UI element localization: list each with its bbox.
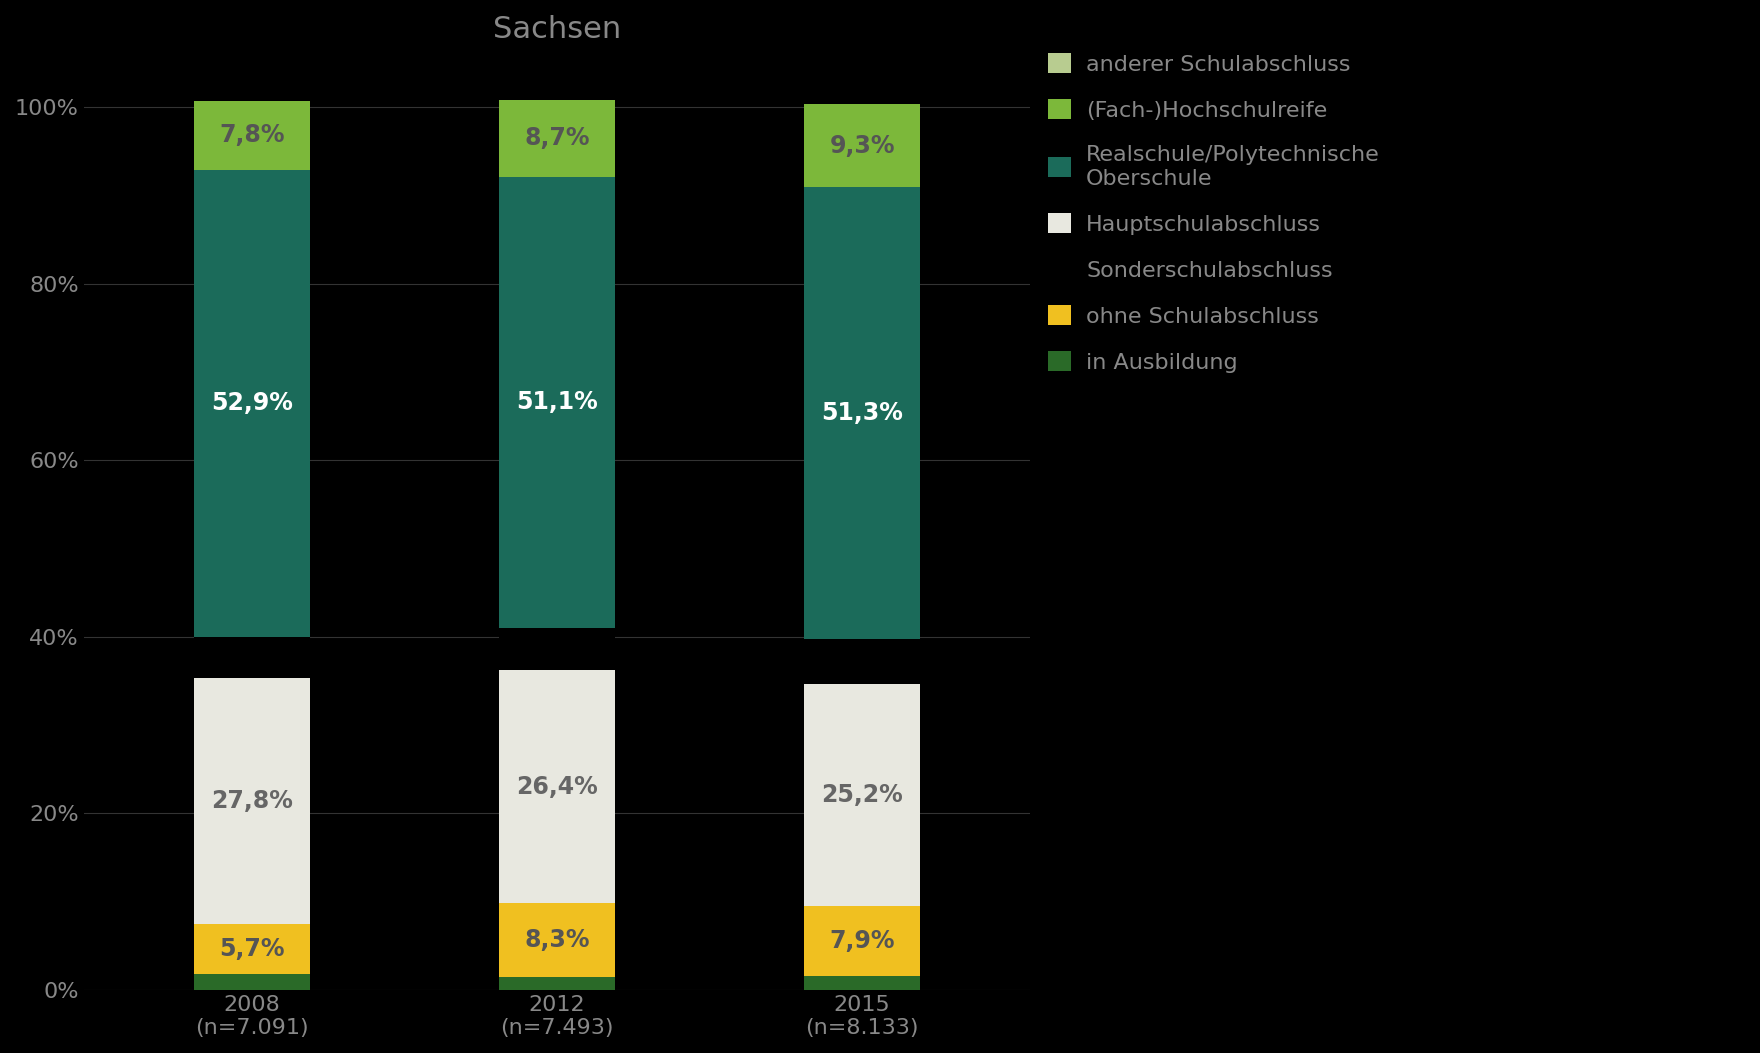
Bar — [498, 628, 614, 671]
Bar — [804, 639, 920, 683]
Bar — [194, 678, 310, 923]
Bar — [804, 683, 920, 906]
Bar — [498, 903, 614, 977]
Bar — [804, 976, 920, 990]
Text: 8,3%: 8,3% — [524, 928, 590, 952]
Bar — [194, 170, 310, 637]
Title: Sachsen: Sachsen — [493, 15, 621, 44]
Text: 52,9%: 52,9% — [211, 392, 292, 415]
Text: 8,7%: 8,7% — [524, 126, 590, 151]
Text: 5,7%: 5,7% — [218, 937, 285, 961]
Text: 51,3%: 51,3% — [822, 401, 903, 425]
Bar — [194, 637, 310, 678]
Text: 7,9%: 7,9% — [829, 929, 894, 953]
Text: 25,2%: 25,2% — [822, 782, 903, 807]
Bar — [194, 974, 310, 990]
Bar — [498, 100, 614, 177]
Bar — [498, 671, 614, 903]
Bar — [194, 101, 310, 170]
Legend: anderer Schulabschluss, (Fach-)Hochschulreife, Realschule/Polytechnische
Obersch: anderer Schulabschluss, (Fach-)Hochschul… — [1040, 44, 1389, 381]
Text: 9,3%: 9,3% — [829, 134, 894, 158]
Bar — [194, 923, 310, 974]
Text: 7,8%: 7,8% — [218, 123, 285, 147]
Text: 26,4%: 26,4% — [516, 775, 598, 799]
Bar — [804, 186, 920, 639]
Bar — [804, 104, 920, 186]
Text: 27,8%: 27,8% — [211, 789, 292, 813]
Bar — [498, 177, 614, 628]
Bar — [498, 977, 614, 990]
Text: 51,1%: 51,1% — [516, 391, 598, 415]
Bar — [804, 906, 920, 976]
